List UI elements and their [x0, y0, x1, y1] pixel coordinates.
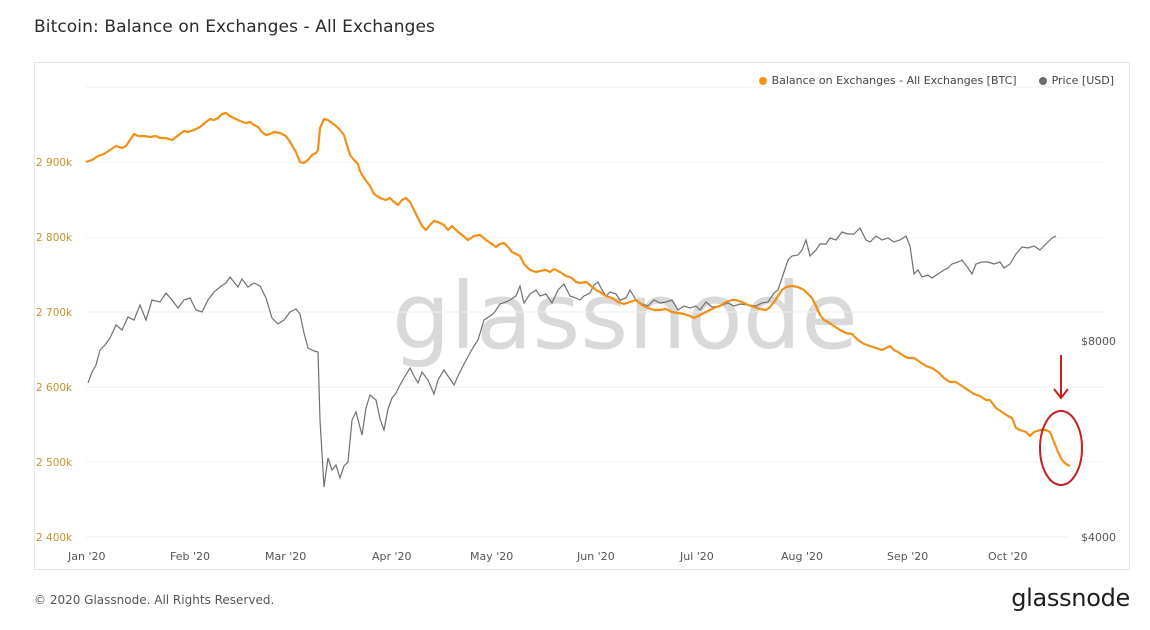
chart-frame — [34, 62, 1130, 570]
svg-text:2 900k: 2 900k — [36, 157, 73, 169]
svg-text:Sep '20: Sep '20 — [887, 550, 928, 563]
price-line — [87, 226, 1057, 488]
svg-text:$4000: $4000 — [1081, 531, 1116, 544]
legend-dot-icon — [758, 76, 767, 85]
svg-text:2 500k: 2 500k — [36, 457, 73, 469]
legend-item-balance[interactable]: Balance on Exchanges - All Exchanges [BT… — [758, 74, 1017, 87]
highlight-circle — [1039, 410, 1083, 486]
svg-text:$8000: $8000 — [1081, 335, 1116, 348]
copyright-text: © 2020 Glassnode. All Rights Reserved. — [34, 593, 275, 607]
annotation-highlight — [1039, 355, 1083, 486]
chart-legend: Balance on Exchanges - All Exchanges [BT… — [758, 74, 1114, 87]
glassnode-logo: glassnode — [1011, 584, 1130, 612]
svg-text:Oct '20: Oct '20 — [988, 550, 1028, 563]
legend-label: Price [USD] — [1051, 74, 1114, 87]
svg-text:2 700k: 2 700k — [36, 307, 73, 319]
svg-text:Jun '20: Jun '20 — [576, 550, 615, 563]
y-axis-left: 2 900k 2 800k 2 700k 2 600k 2 500k 2 400… — [36, 157, 73, 544]
arrow-head-icon — [1053, 388, 1069, 400]
svg-text:2 600k: 2 600k — [36, 382, 73, 394]
watermark: glassnode — [392, 263, 858, 370]
y-axis-right: $8000 $4000 — [1081, 335, 1116, 544]
legend-label: Balance on Exchanges - All Exchanges [BT… — [771, 74, 1017, 87]
legend-item-price[interactable]: Price [USD] — [1038, 74, 1114, 87]
gridlines — [86, 86, 1105, 538]
balance-line — [85, 111, 1071, 467]
x-axis: Jan '20 Feb '20 Mar '20 Apr '20 May '20 … — [67, 550, 1028, 563]
svg-text:Mar '20: Mar '20 — [265, 550, 306, 563]
svg-text:2 400k: 2 400k — [36, 532, 73, 544]
svg-text:May '20: May '20 — [470, 550, 513, 563]
svg-text:Apr '20: Apr '20 — [372, 550, 412, 563]
svg-text:Jan '20: Jan '20 — [67, 550, 105, 563]
svg-text:Feb '20: Feb '20 — [170, 550, 210, 563]
svg-text:Aug '20: Aug '20 — [781, 550, 823, 563]
legend-dot-icon — [1038, 76, 1047, 85]
page-title: Bitcoin: Balance on Exchanges - All Exch… — [34, 17, 435, 37]
svg-text:Jul '20: Jul '20 — [679, 550, 714, 563]
svg-text:2 800k: 2 800k — [36, 232, 73, 244]
